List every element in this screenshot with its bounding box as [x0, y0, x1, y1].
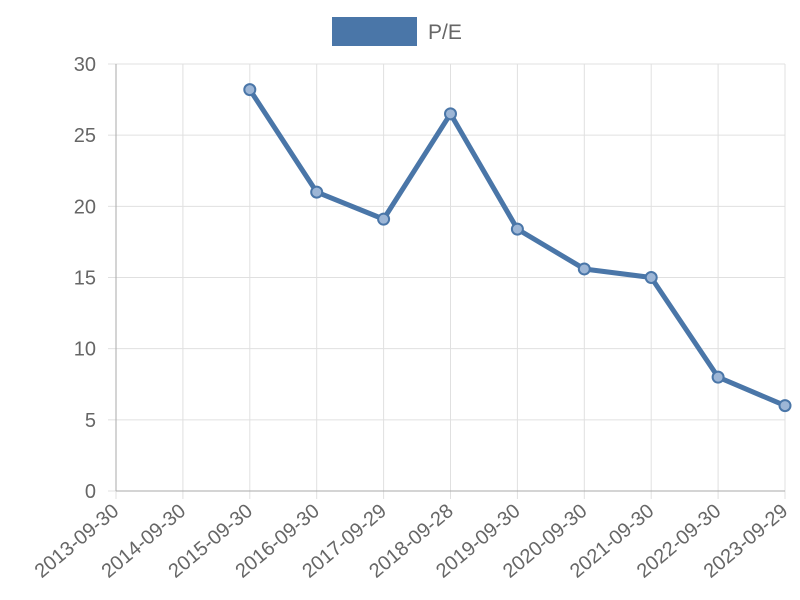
- point: [444, 107, 457, 121]
- y-tick-label: 5: [85, 410, 96, 432]
- point: [711, 370, 725, 384]
- point: [510, 222, 524, 236]
- point: [577, 262, 591, 276]
- legend-swatch: [332, 17, 417, 46]
- point: [644, 271, 658, 284]
- y-tick-label: 15: [74, 268, 96, 290]
- point: [310, 185, 324, 199]
- y-tick-label: 30: [74, 54, 96, 76]
- y-tick-label: 0: [85, 481, 96, 503]
- point: [377, 212, 391, 226]
- point: [243, 83, 257, 97]
- y-tick-label: 10: [74, 339, 96, 361]
- point: [778, 399, 792, 413]
- y-tick-label: 20: [74, 196, 96, 218]
- y-tick-label: 25: [74, 125, 96, 147]
- legend-label: P/E: [428, 21, 462, 44]
